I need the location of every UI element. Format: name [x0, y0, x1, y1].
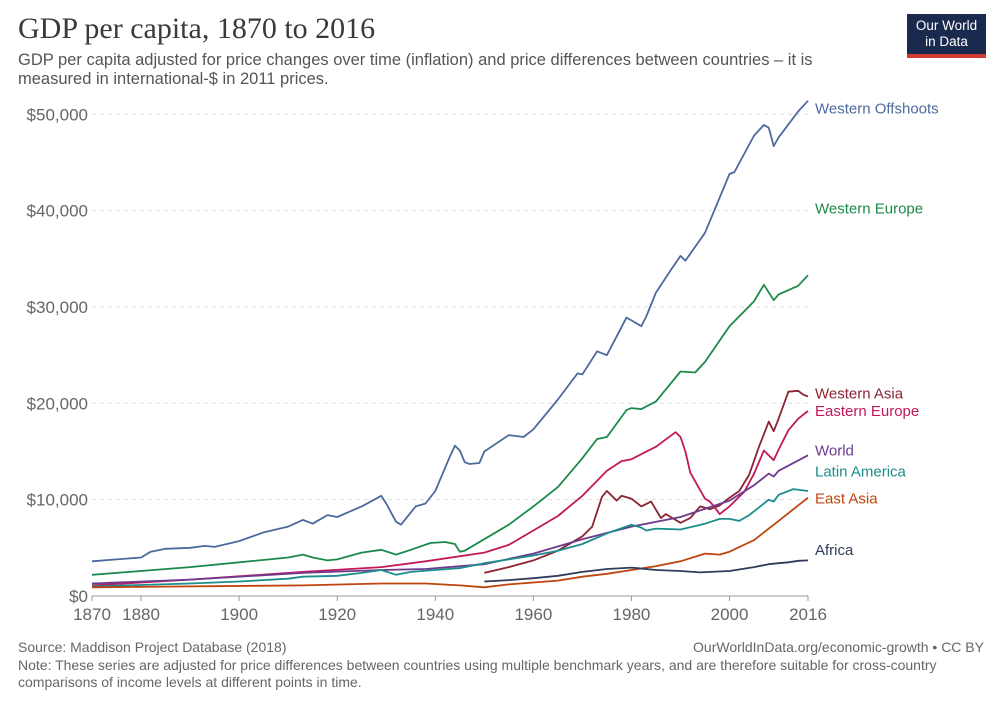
logo-line-2: in Data	[925, 34, 968, 49]
x-tick-label: 1920	[318, 605, 356, 624]
series-line-eastern-europe	[91, 410, 809, 587]
series-line-western-europe	[91, 274, 809, 576]
y-tick-label: $40,000	[27, 202, 88, 221]
x-tick-label: 1870	[73, 605, 111, 624]
series-label: Western Europe	[815, 201, 923, 218]
series-label: East Asia	[815, 491, 878, 508]
series-label: Latin America	[815, 464, 907, 481]
y-tick-label: $50,000	[27, 105, 88, 124]
series-line-latin-america	[91, 488, 809, 588]
x-tick-label: 2000	[711, 605, 749, 624]
series-line-western-offshoots	[91, 100, 809, 563]
series-line-east-asia	[91, 496, 809, 589]
chart-title: GDP per capita, 1870 to 2016	[18, 12, 376, 45]
y-tick-label: $20,000	[27, 394, 88, 413]
source-text: Source: Maddison Project Database (2018)	[18, 639, 287, 655]
x-tick-label: 1880	[122, 605, 160, 624]
series-label: Africa	[815, 542, 854, 559]
owid-logo[interactable]: Our World in Data	[907, 14, 986, 58]
x-tick-label: 2016	[789, 605, 827, 624]
source-link[interactable]: OurWorldInData.org/economic-growth • CC …	[693, 639, 984, 655]
series-label: Western Asia	[815, 386, 904, 403]
logo-line-1: Our World	[915, 18, 978, 33]
series-line-western-asia	[484, 389, 809, 574]
x-tick-label: 1980	[613, 605, 651, 624]
y-tick-label: $30,000	[27, 298, 88, 317]
y-tick-label: $0	[69, 587, 88, 606]
footnote: Note: These series are adjusted for pric…	[18, 657, 937, 690]
series-label: World	[815, 443, 854, 460]
logo-accent-bar	[907, 54, 986, 58]
series-label: Western Offshoots	[815, 100, 939, 117]
y-tick-label: $10,000	[27, 491, 88, 510]
x-tick-label: 1940	[416, 605, 454, 624]
series-label: Eastern Europe	[815, 403, 919, 420]
chart-subtitle: GDP per capita adjusted for price change…	[18, 51, 813, 88]
x-tick-label: 1960	[514, 605, 552, 624]
series-line-world	[91, 454, 809, 585]
series-line-africa	[484, 559, 809, 583]
x-tick-label: 1900	[220, 605, 258, 624]
